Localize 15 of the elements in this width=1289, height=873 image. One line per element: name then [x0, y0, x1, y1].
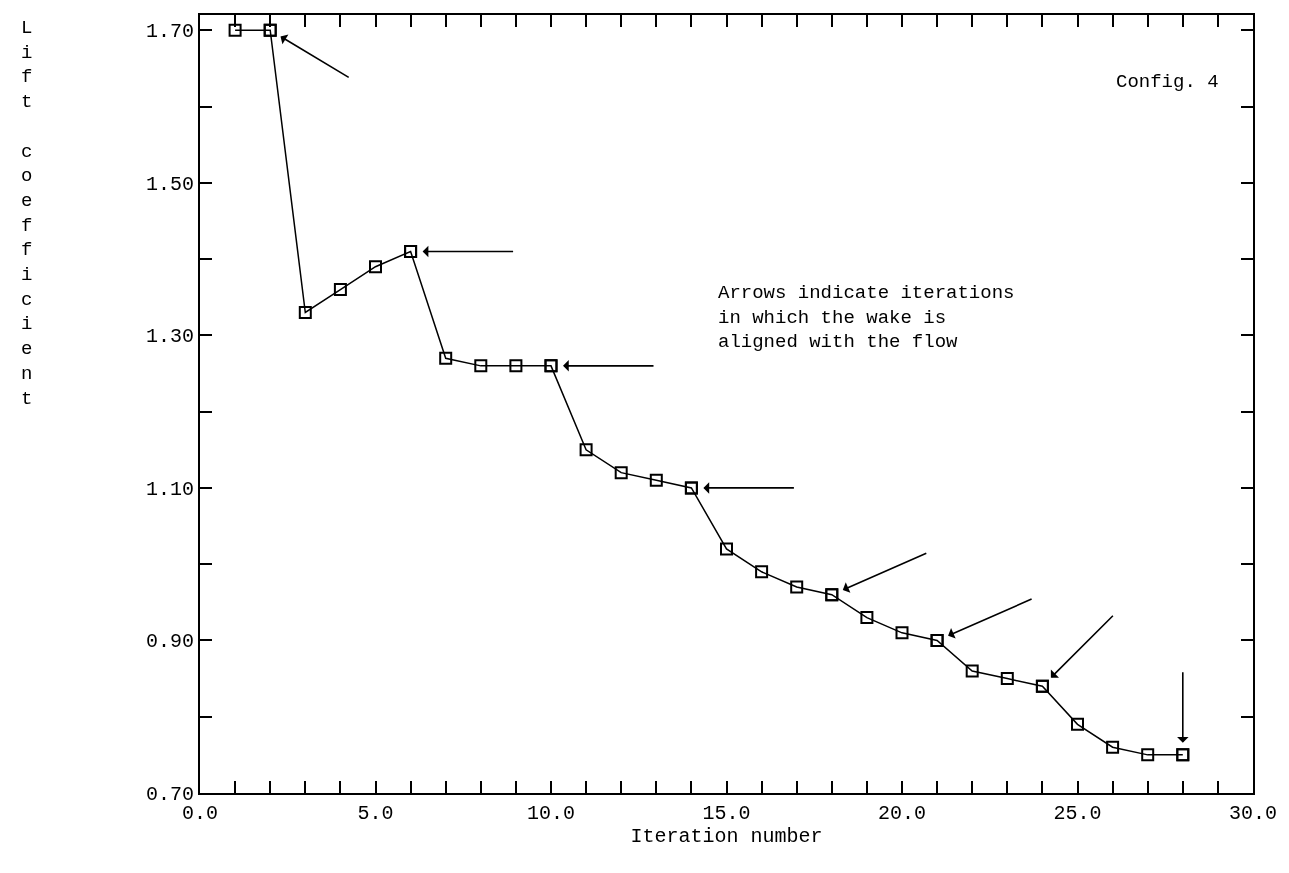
y-tick-label: 1.70 [145, 20, 194, 44]
y-tick-label: 1.50 [145, 172, 194, 196]
x-tick-label: 10.0 [526, 802, 576, 825]
x-axis-title: Iteration number [630, 825, 823, 848]
y-tick-label: 1.30 [145, 325, 194, 349]
annotation: Arrows indicate iterations in which the wake is aligned with the flow [718, 282, 1015, 354]
x-tick-label: 20.0 [877, 802, 927, 825]
x-tick-label: 30.0 [1228, 802, 1278, 825]
y-tick-label: 1.10 [145, 477, 194, 501]
y-tick-label: 0.90 [145, 630, 194, 654]
x-tick-label: 5.0 [357, 802, 394, 825]
text: Lift coefficient [21, 17, 33, 410]
annotation: Config. 4 [1116, 71, 1219, 93]
x-tick-label: 15.0 [702, 802, 751, 825]
x-tick-label: 25.0 [1053, 802, 1102, 825]
